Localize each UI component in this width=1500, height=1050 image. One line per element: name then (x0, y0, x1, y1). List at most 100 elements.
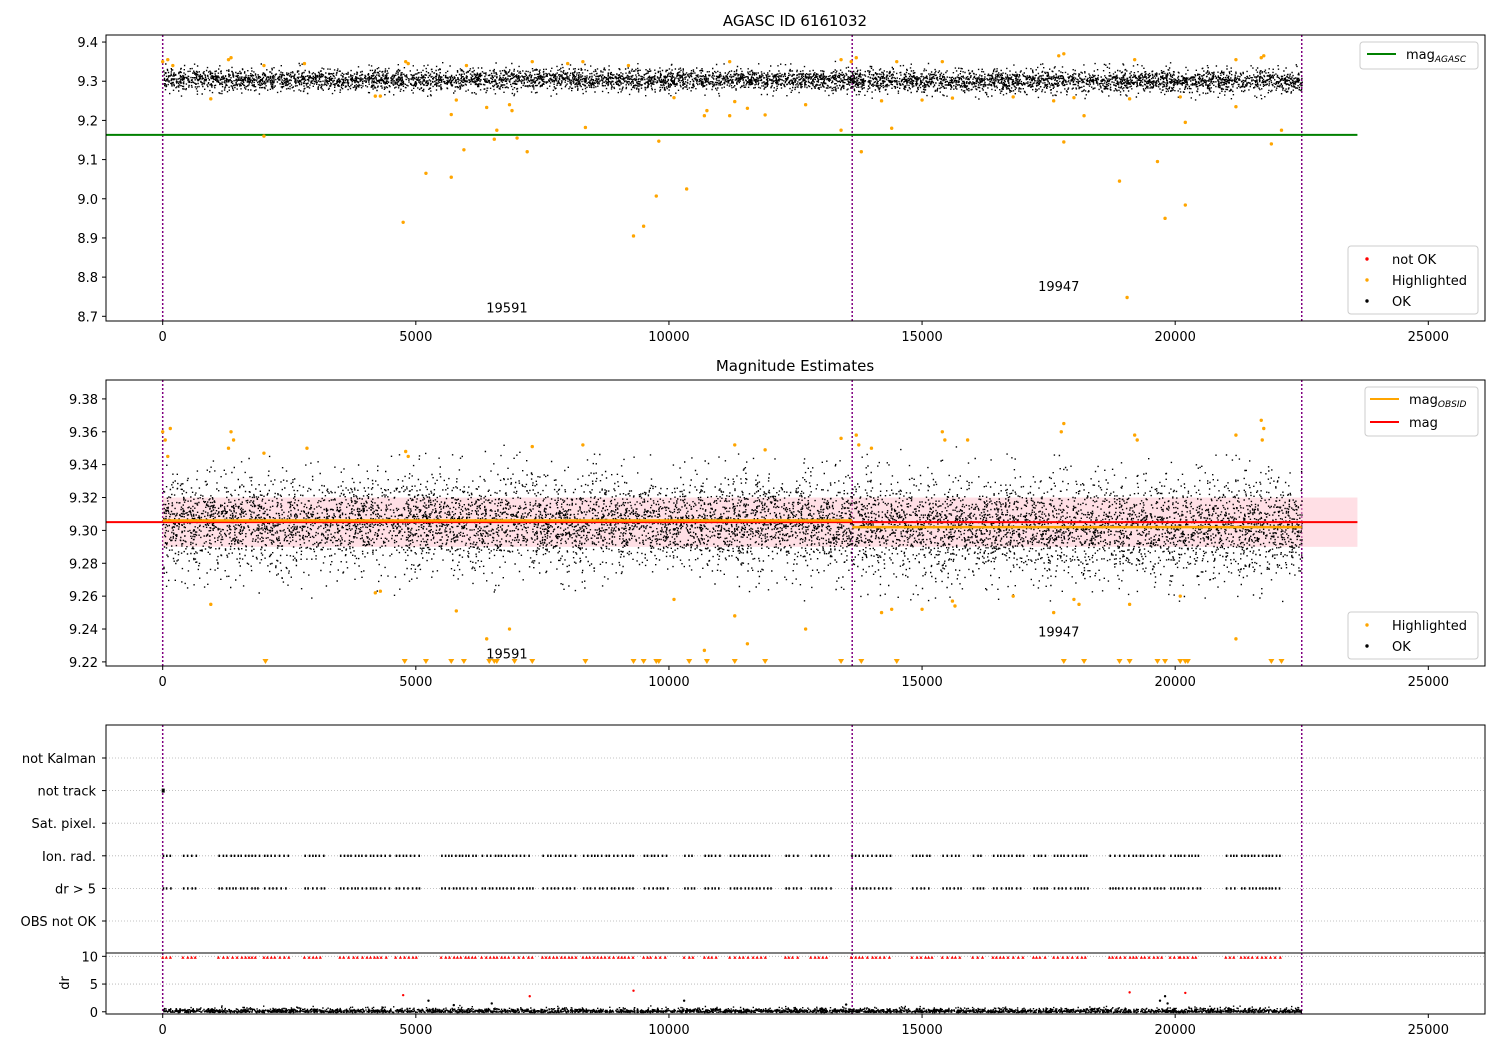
dr-not-ok-point (1184, 991, 1187, 995)
highlighted-point (733, 614, 737, 618)
highlighted-point (454, 609, 459, 613)
highlighted-point (654, 194, 658, 198)
highlighted-point (484, 105, 489, 110)
obsid-label: 19591 (486, 648, 527, 663)
highlighted-point (1178, 594, 1182, 598)
flags-panel: not Kalman not track Sat. pixel. Ion. rad. d… (21, 724, 1486, 954)
clipped-marker (511, 659, 518, 664)
highlighted-point (950, 96, 955, 100)
highlighted-point (262, 63, 266, 68)
highlighted-point (727, 59, 732, 64)
highlighted-point (1234, 57, 1238, 62)
highlighted-point (403, 59, 408, 64)
highlighted-point (1062, 140, 1066, 144)
y-tick-label: 10 (81, 950, 98, 965)
y-tick-label: 9.1 (77, 154, 98, 169)
highlighted-point (530, 59, 534, 64)
highlighted-point (839, 436, 843, 441)
legend-mag-label: mag (1409, 416, 1438, 431)
legend-highlighted-marker (1365, 623, 1369, 627)
clipped-marker (858, 659, 865, 664)
clipped-marker (401, 659, 408, 664)
dr-outlier-point (682, 999, 686, 1002)
agasc-marker-legend: not OK Highlighted OK (1347, 245, 1479, 315)
highlighted-point (530, 444, 534, 449)
dr-outlier-point (1166, 1002, 1169, 1005)
highlighted-point (705, 108, 709, 113)
legend-box (1347, 245, 1479, 315)
highlighted-point (733, 99, 737, 104)
highlighted-point (1183, 120, 1188, 125)
y-tick-label: 9.3 (77, 75, 98, 90)
legend-ok-marker (1365, 299, 1369, 303)
legend-box (1359, 41, 1479, 70)
highlighted-point (1062, 421, 1066, 426)
dr-not-ok-point (528, 995, 531, 998)
x-tick-label: 0 (159, 1023, 167, 1038)
dr-outlier-point (427, 999, 430, 1002)
estimates-marker-legend: Highlighted OK (1347, 611, 1479, 660)
highlighted-point (492, 137, 496, 141)
highlighted-point (424, 171, 428, 175)
clipped-marker (731, 659, 738, 664)
legend-not-ok-marker (1365, 257, 1369, 261)
highlighted-point (733, 443, 737, 447)
clipped-marker (1081, 659, 1088, 664)
clipped-marker (1060, 659, 1067, 664)
highlighted-point (226, 446, 231, 450)
clipped-marker (582, 659, 589, 664)
highlighted-point (209, 602, 213, 607)
y-tick-label: 9.4 (77, 36, 98, 51)
y-tick-label: 9.30 (69, 524, 98, 539)
highlighted-point (702, 114, 707, 118)
highlighted-point (507, 103, 512, 107)
dr-outlier-point (844, 1003, 848, 1006)
highlighted-point (305, 446, 309, 450)
highlighted-point (626, 63, 631, 68)
highlighted-point (1269, 142, 1274, 146)
highlighted-point (1011, 594, 1015, 598)
clipped-marker (640, 659, 647, 664)
y-tick-label: 9.38 (69, 393, 98, 408)
highlighted-point (854, 56, 858, 60)
highlighted-point (401, 220, 405, 224)
highlighted-point (745, 106, 750, 110)
obsid-label: 19947 (1038, 280, 1079, 295)
highlighted-point (672, 95, 676, 100)
dr-clipped-markers (161, 955, 1282, 959)
highlighted-point (462, 148, 466, 152)
highlighted-point (1234, 104, 1238, 109)
highlighted-point (854, 433, 858, 437)
y-tick-label: 8.9 (77, 232, 98, 247)
highlighted-point (1072, 95, 1076, 100)
x-tick-label: 5000 (399, 330, 432, 345)
highlighted-point (889, 607, 894, 611)
y-tick-label: 9.32 (69, 492, 98, 507)
agasc-panel-title: AGASC ID 6161032 (723, 12, 867, 30)
clipped-marker (448, 659, 455, 664)
highlighted-point (1183, 203, 1188, 207)
highlighted-point (745, 642, 750, 646)
ok-points (163, 444, 1304, 603)
clipped-marker (1116, 659, 1123, 664)
highlighted-point (464, 63, 469, 68)
legend-obsid-label: magOBSID (1409, 393, 1467, 410)
x-tick-label: 5000 (399, 1023, 432, 1038)
legend-highlighted-label: Highlighted (1392, 274, 1467, 289)
clipped-marker (762, 659, 769, 664)
highlighted-point (495, 128, 499, 132)
clipped-marker (262, 659, 269, 664)
highlighted-point (965, 438, 970, 442)
highlighted-point (857, 443, 861, 447)
highlighted-point (889, 126, 894, 130)
highlighted-point (839, 128, 843, 132)
highlighted-point (1059, 430, 1063, 434)
highlighted-point (849, 59, 853, 64)
not-track-point (161, 788, 165, 793)
highlighted-point (940, 59, 945, 64)
dr-plot-frame (105, 952, 1486, 1015)
dr-not-ok-point (632, 989, 635, 992)
dr-outlier-point (1163, 995, 1167, 998)
highlighted-point (672, 597, 676, 602)
x-tick-label: 10000 (648, 330, 689, 345)
